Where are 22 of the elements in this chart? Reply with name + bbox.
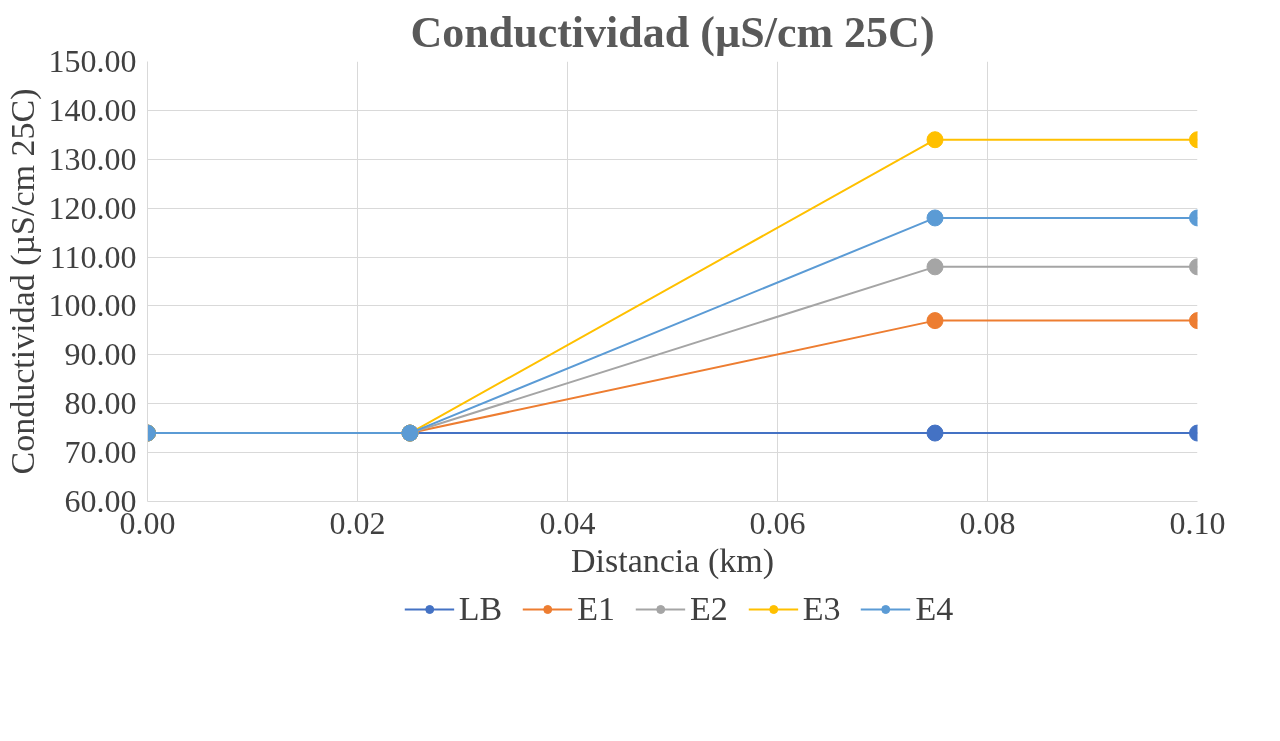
y-tick-label: 140.00 bbox=[48, 91, 137, 128]
y-tick-label: 100.00 bbox=[48, 287, 137, 324]
legend-label: E3 bbox=[802, 590, 841, 628]
x-tick-label: 0.10 bbox=[1169, 504, 1226, 541]
legend-label: E1 bbox=[577, 590, 615, 628]
legend-label: E4 bbox=[915, 590, 954, 628]
y-tick-label: 150.00 bbox=[48, 43, 137, 79]
y-axis-title: Conductividad (µS/cm 25C) bbox=[3, 88, 42, 475]
y-tick-label: 90.00 bbox=[64, 336, 137, 373]
y-tick-label: 120.00 bbox=[48, 189, 137, 226]
y-tick-label: 80.00 bbox=[64, 385, 137, 422]
x-tick-label: 0.06 bbox=[749, 504, 806, 541]
legend-label: E2 bbox=[689, 590, 728, 628]
x-tick-label: 0.08 bbox=[959, 504, 1016, 541]
chart-title: Conductividad (µS/cm 25C) bbox=[410, 7, 935, 57]
x-tick-label: 0.04 bbox=[539, 504, 596, 541]
y-tick-label: 110.00 bbox=[49, 238, 137, 275]
y-tick-label: 70.00 bbox=[64, 434, 137, 471]
x-axis-title: Distancia (km) bbox=[571, 541, 775, 580]
legend-label: LB bbox=[458, 590, 503, 628]
y-tick-label: 130.00 bbox=[48, 140, 137, 177]
x-tick-label: 0.02 bbox=[329, 504, 386, 541]
